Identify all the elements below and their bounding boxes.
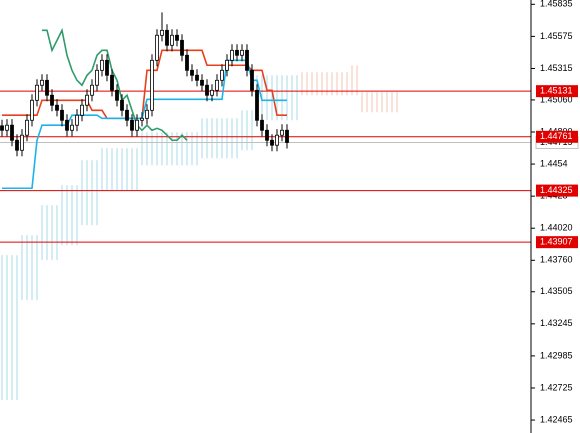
y-tick-label: 1.45835 xyxy=(540,0,573,9)
candle-body xyxy=(235,49,239,56)
candle-body xyxy=(155,34,159,61)
candle-body xyxy=(45,79,49,96)
candle-body xyxy=(210,89,214,96)
candle-body xyxy=(90,84,94,96)
candle-body xyxy=(240,49,244,56)
level-label: 1.45131 xyxy=(540,86,573,96)
level-label: 1.44761 xyxy=(540,131,573,141)
candle-body xyxy=(65,119,69,131)
candle-body xyxy=(100,59,104,71)
candle-body xyxy=(280,129,284,136)
candle-body xyxy=(5,124,9,131)
y-tick-label: 1.43505 xyxy=(540,286,573,296)
candle-body xyxy=(85,94,89,106)
candle-body xyxy=(165,29,169,46)
candle-body xyxy=(20,134,24,151)
level-label: 1.44325 xyxy=(540,185,573,195)
y-tick-label: 1.43245 xyxy=(540,318,573,328)
candle-body xyxy=(70,124,74,131)
candle-body xyxy=(230,49,234,61)
candle-body xyxy=(195,74,199,81)
candle-body xyxy=(215,79,219,91)
candle-body xyxy=(80,104,84,116)
candle-body xyxy=(220,69,224,81)
level-label: 1.43907 xyxy=(540,237,573,247)
level-label-box xyxy=(536,184,578,197)
y-tick-label: 1.43760 xyxy=(540,255,573,265)
candle-body xyxy=(150,59,154,111)
candle-body xyxy=(50,94,54,106)
candle-body xyxy=(185,54,189,71)
candle-body xyxy=(160,29,164,36)
candle-body xyxy=(140,117,144,121)
candle-body xyxy=(265,129,269,141)
indicator-line xyxy=(2,59,287,190)
candle-body xyxy=(190,69,194,76)
candle-body xyxy=(245,49,249,71)
candle-body xyxy=(55,104,59,111)
candle-body xyxy=(120,99,124,111)
y-tick-label: 1.4454 xyxy=(540,158,568,168)
candle-body xyxy=(60,109,64,121)
candle-body xyxy=(285,129,289,143)
candle-body xyxy=(0,125,4,131)
candle-body xyxy=(30,99,34,121)
indicator-line xyxy=(42,27,188,142)
candle-body xyxy=(25,119,29,136)
candle-body xyxy=(135,119,139,131)
candle-body xyxy=(255,89,259,121)
candle-body xyxy=(95,69,99,86)
y-tick-label: 1.42725 xyxy=(540,382,573,392)
candle-body xyxy=(75,114,79,126)
candle-body xyxy=(110,74,114,91)
y-tick-label: 1.42985 xyxy=(540,350,573,360)
candle-body xyxy=(105,59,109,76)
indicator-line xyxy=(2,49,287,120)
candle-body xyxy=(275,134,279,146)
candle-body xyxy=(130,119,134,131)
y-tick-label: 1.45575 xyxy=(540,31,573,41)
y-tick-label: 1.45060 xyxy=(540,94,573,104)
level-label-box xyxy=(536,236,578,249)
candle-body xyxy=(270,139,274,146)
candle-body xyxy=(10,124,14,141)
candle-body xyxy=(40,79,44,86)
y-tick-label: 1.45315 xyxy=(540,63,573,73)
candle-body xyxy=(170,34,174,46)
candle-body xyxy=(225,59,229,71)
candle-body xyxy=(35,84,39,101)
candle-body xyxy=(115,89,119,101)
candle-body xyxy=(200,79,204,86)
y-tick-label: 1.44020 xyxy=(540,223,573,233)
candle-body xyxy=(125,109,129,121)
candle-body xyxy=(15,139,19,151)
candle-body xyxy=(145,109,149,119)
candle-body xyxy=(175,34,179,41)
level-label-box xyxy=(536,130,578,143)
candle-body xyxy=(180,39,184,56)
level-label-box xyxy=(536,85,578,98)
y-tick-label: 1.42465 xyxy=(540,414,573,424)
candle-body xyxy=(260,119,264,131)
candle-body xyxy=(205,84,209,96)
candle-body xyxy=(250,69,254,91)
